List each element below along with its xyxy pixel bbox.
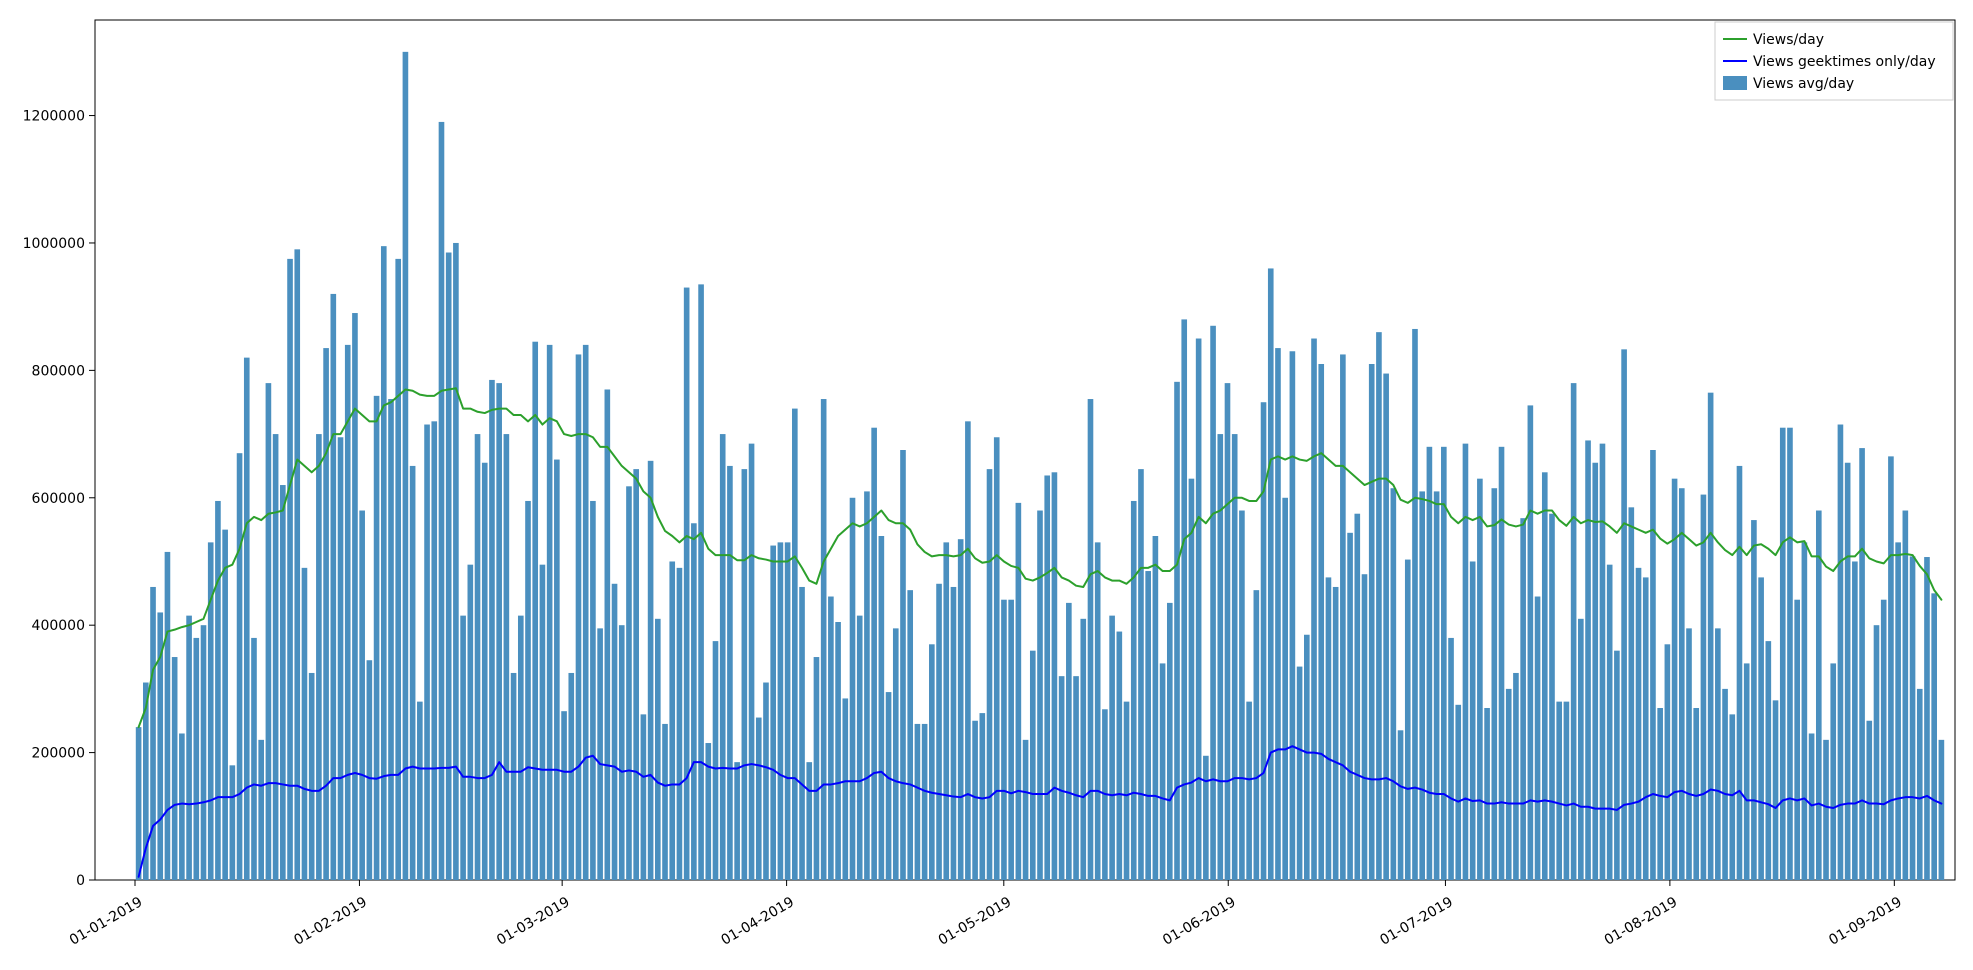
svg-text:Views geektimes only/day: Views geektimes only/day	[1753, 54, 1936, 70]
svg-text:1200000: 1200000	[23, 109, 85, 125]
svg-text:01-07-2019: 01-07-2019	[1377, 894, 1455, 949]
svg-text:400000: 400000	[32, 618, 85, 634]
svg-text:0: 0	[76, 873, 85, 889]
svg-text:01-01-2019: 01-01-2019	[67, 894, 145, 949]
svg-text:1000000: 1000000	[23, 236, 85, 252]
svg-text:200000: 200000	[32, 746, 85, 762]
svg-text:01-08-2019: 01-08-2019	[1602, 894, 1680, 949]
svg-text:01-02-2019: 01-02-2019	[291, 894, 369, 949]
svg-text:Views avg/day: Views avg/day	[1753, 76, 1854, 92]
views-chart: 0 200000 400000 600000 800000 1000000 1200000 0…	[0, 0, 1973, 970]
bars-group	[136, 52, 1944, 880]
svg-text:01-09-2019: 01-09-2019	[1826, 894, 1904, 949]
svg-text:800000: 800000	[32, 363, 85, 379]
svg-text:600000: 600000	[32, 491, 85, 507]
svg-text:01-03-2019: 01-03-2019	[494, 894, 572, 949]
svg-text:01-06-2019: 01-06-2019	[1160, 894, 1238, 949]
legend: Views/day Views geektimes only/day Views a…	[1715, 22, 1953, 100]
svg-text:01-05-2019: 01-05-2019	[936, 894, 1014, 949]
svg-text:01-04-2019: 01-04-2019	[719, 894, 797, 949]
chart-svg: 0 200000 400000 600000 800000 1000000 1200000 0…	[0, 0, 1973, 970]
svg-text:Views/day: Views/day	[1753, 32, 1824, 48]
